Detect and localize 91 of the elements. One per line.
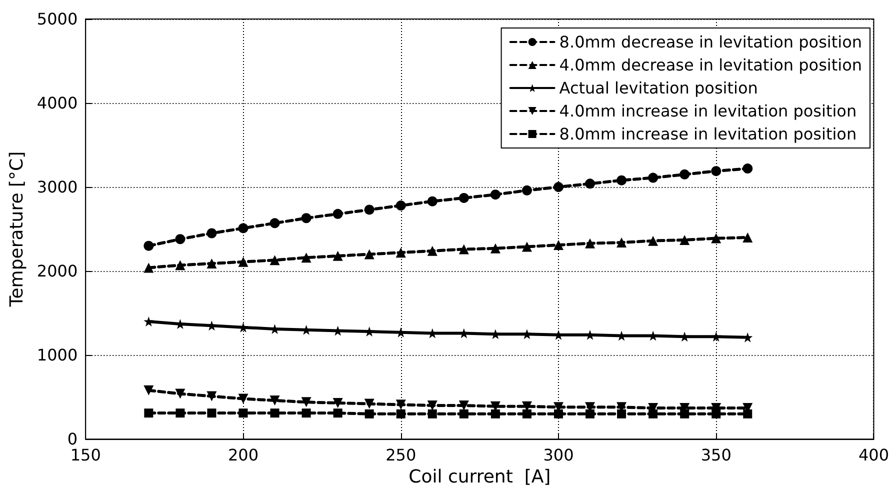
y-tick-label: 2000 <box>36 262 78 281</box>
point <box>238 256 248 267</box>
point <box>270 395 280 406</box>
point <box>270 408 280 418</box>
point <box>364 398 374 409</box>
point <box>333 408 342 418</box>
point <box>554 409 563 418</box>
point <box>364 249 374 260</box>
point <box>585 178 596 189</box>
point <box>301 213 312 224</box>
point <box>522 329 532 340</box>
point <box>458 244 469 254</box>
point <box>428 409 437 418</box>
point <box>238 223 248 234</box>
point <box>396 409 406 418</box>
point <box>522 242 532 252</box>
point <box>301 252 312 263</box>
point <box>617 409 626 418</box>
x-tick-label: 400 <box>858 446 890 465</box>
legend-label: 4.0mm decrease in levitation position <box>559 56 862 74</box>
legend-label: 8.0mm increase in levitation position <box>559 124 857 144</box>
point <box>207 408 216 418</box>
point <box>396 248 406 258</box>
point <box>680 409 690 418</box>
point <box>458 192 469 203</box>
point <box>176 408 185 418</box>
point <box>522 185 532 196</box>
point <box>270 255 280 266</box>
legend-label: 8.0mm decrease in levitation position <box>559 32 862 52</box>
point <box>175 260 186 270</box>
point <box>712 409 721 418</box>
point <box>553 182 564 192</box>
point <box>616 237 627 248</box>
x-tick-label: 250 <box>386 446 416 465</box>
point <box>175 388 186 399</box>
point <box>648 236 658 246</box>
point <box>680 169 690 180</box>
point <box>711 233 722 244</box>
x-tick-label: 350 <box>700 446 732 465</box>
point <box>238 408 248 418</box>
point <box>144 262 154 273</box>
point <box>490 409 500 418</box>
y-tick-label: 5000 <box>36 10 78 28</box>
point <box>490 190 500 200</box>
point <box>270 218 280 228</box>
x-tick-label: 300 <box>543 446 574 465</box>
point <box>364 409 374 418</box>
point <box>144 385 154 396</box>
point <box>553 240 564 250</box>
point <box>743 409 752 418</box>
point <box>742 164 753 174</box>
point <box>332 208 343 219</box>
point <box>396 200 406 211</box>
point <box>301 397 312 408</box>
point <box>396 400 406 410</box>
point <box>458 400 469 410</box>
point <box>459 409 468 418</box>
y-axis-title: Temperature [°C] <box>6 151 28 308</box>
point <box>586 409 595 418</box>
point <box>144 240 154 251</box>
legend-label: 4.0mm increase in levitation position <box>559 102 857 120</box>
point <box>522 409 532 418</box>
point <box>742 232 753 242</box>
point <box>206 391 217 402</box>
point <box>332 398 343 408</box>
point <box>711 166 722 176</box>
point <box>680 234 690 245</box>
y-tick-label: 1000 <box>36 346 78 365</box>
y-tick-label: 3000 <box>36 178 78 197</box>
point <box>427 196 438 206</box>
x-tick-label: 200 <box>228 446 259 465</box>
point <box>364 204 374 215</box>
point <box>585 238 596 248</box>
point <box>648 409 658 418</box>
point <box>206 228 217 238</box>
point <box>648 172 658 183</box>
point <box>238 394 248 404</box>
point <box>206 258 217 268</box>
point <box>427 400 438 410</box>
point <box>332 250 343 261</box>
legend-label: Actual levitation position <box>559 78 758 98</box>
x-axis-title: Coil current [A] <box>408 466 551 488</box>
point <box>144 408 154 418</box>
point <box>490 243 500 254</box>
point <box>616 175 627 186</box>
y-tick-label: 4000 <box>36 94 78 113</box>
point <box>711 332 722 342</box>
point <box>302 408 311 418</box>
point <box>175 234 186 244</box>
point <box>427 246 438 256</box>
point <box>144 316 154 326</box>
